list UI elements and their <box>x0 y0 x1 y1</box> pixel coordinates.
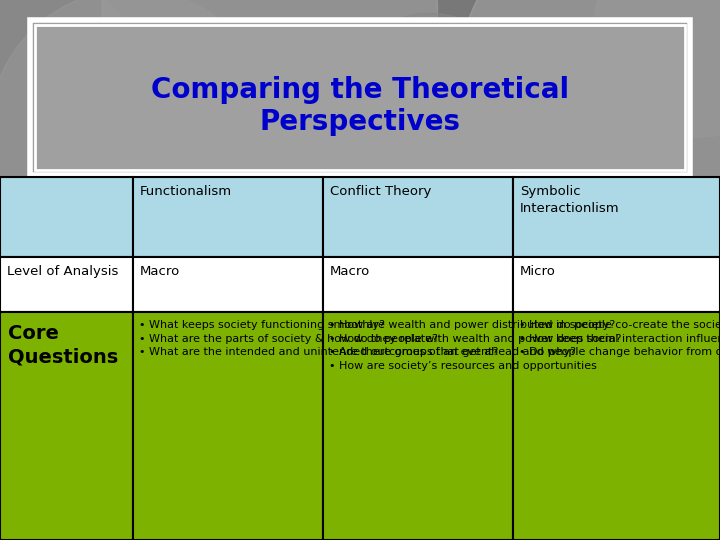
Bar <box>133 257 323 312</box>
Bar <box>513 312 720 540</box>
Bar <box>513 177 720 257</box>
Bar <box>323 312 513 540</box>
Bar <box>35 25 685 170</box>
Bar <box>30 20 690 175</box>
Text: • How do people co-create the society?
• How does social interaction influence, : • How do people co-create the society? •… <box>519 320 720 357</box>
Text: Perspectives: Perspectives <box>259 107 461 136</box>
Bar <box>513 257 720 312</box>
Circle shape <box>338 14 522 197</box>
Text: Macro: Macro <box>330 265 370 278</box>
Circle shape <box>593 0 720 137</box>
Bar <box>323 177 513 257</box>
Text: • What keeps society functioning smoothly?
• What are the parts of society & how: • What keeps society functioning smoothl… <box>139 320 498 357</box>
Circle shape <box>0 0 145 218</box>
Bar <box>133 177 323 257</box>
Text: Conflict Theory: Conflict Theory <box>330 185 431 198</box>
Text: Core
Questions: Core Questions <box>8 324 118 367</box>
Text: Functionalism: Functionalism <box>140 185 232 198</box>
Circle shape <box>459 0 720 241</box>
Bar <box>323 257 513 312</box>
Bar <box>0 312 133 540</box>
Circle shape <box>0 0 275 275</box>
Text: • How are wealth and power distributed in society?
• How do people with wealth a: • How are wealth and power distributed i… <box>329 320 621 371</box>
Bar <box>0 177 133 257</box>
Bar <box>133 312 323 540</box>
Text: Level of Analysis: Level of Analysis <box>7 265 118 278</box>
Text: Macro: Macro <box>140 265 180 278</box>
Text: Comparing the Theoretical: Comparing the Theoretical <box>151 76 569 104</box>
Text: Symbolic
Interactionlism: Symbolic Interactionlism <box>520 185 620 215</box>
Circle shape <box>102 0 438 177</box>
Text: Micro: Micro <box>520 265 556 278</box>
Bar <box>0 257 133 312</box>
